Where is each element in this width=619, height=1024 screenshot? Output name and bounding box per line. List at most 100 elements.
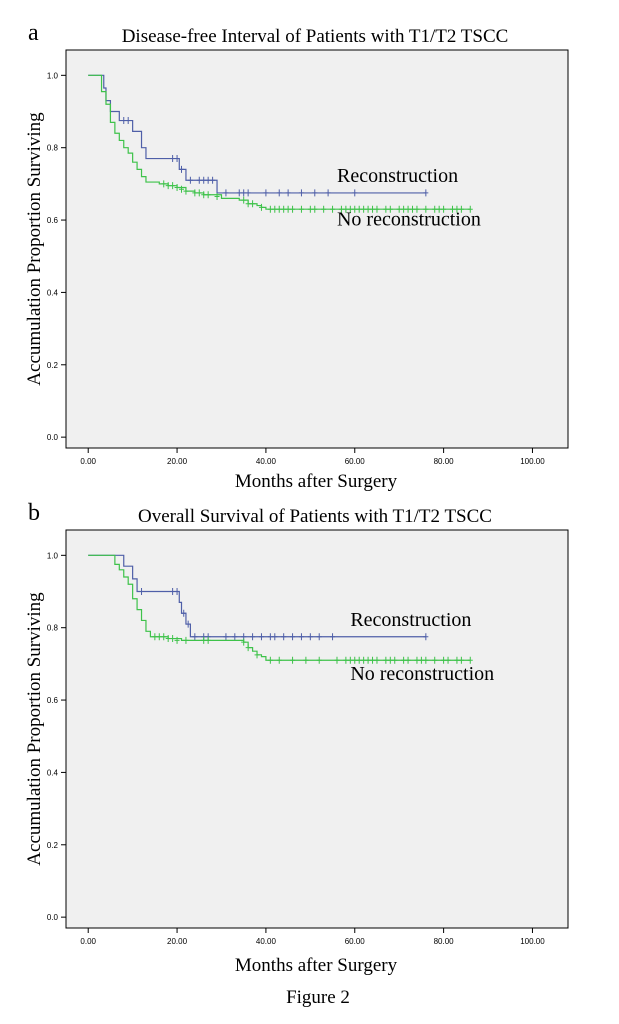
censor-mark-no-reconstruction-a-42: [423, 205, 429, 213]
censor-mark-no-reconstruction-a-15: [267, 205, 273, 213]
censor-mark-no-reconstruction-b-22: [361, 656, 367, 664]
censor-mark-no-reconstruction-b-27: [387, 656, 393, 664]
censor-mark-reconstruction-b-9: [232, 633, 238, 641]
censor-mark-no-reconstruction-b-38: [458, 656, 464, 664]
censor-mark-no-reconstruction-b-28: [392, 656, 398, 664]
censor-mark-no-reconstruction-a-31: [361, 205, 367, 213]
x-tick-label-b-0: 0.00: [80, 937, 96, 946]
x-tick-label-b-4: 80.00: [434, 937, 455, 946]
y-tick-label-b-1: 0.2: [47, 841, 59, 850]
censor-mark-no-reconstruction-b-24: [370, 656, 376, 664]
y-tick-label-b-5: 1.0: [47, 551, 59, 560]
figure-caption: Figure 2: [286, 987, 350, 1008]
censor-mark-reconstruction-a-4: [179, 165, 185, 173]
chart-title-b: Overall Survival of Patients with T1/T2 …: [138, 506, 492, 527]
censor-mark-no-reconstruction-b-23: [365, 656, 371, 664]
censor-mark-no-reconstruction-a-2: [170, 182, 176, 190]
censor-mark-no-reconstruction-b-10: [245, 644, 251, 652]
censor-mark-no-reconstruction-a-25: [330, 205, 336, 213]
censor-mark-reconstruction-b-11: [250, 633, 256, 641]
panel-letter-a: a: [28, 20, 39, 46]
censor-mark-no-reconstruction-a-26: [338, 205, 344, 213]
censor-mark-no-reconstruction-a-7: [196, 189, 202, 197]
censor-mark-no-reconstruction-a-24: [321, 205, 327, 213]
censor-mark-no-reconstruction-b-34: [432, 656, 438, 664]
x-tick-label-a-0: 0.00: [80, 457, 96, 466]
censor-mark-no-reconstruction-a-46: [449, 205, 455, 213]
x-axis-title-b: Months after Surgery: [235, 955, 398, 976]
censor-mark-no-reconstruction-b-14: [290, 656, 296, 664]
series-layer-a: Reconstruction No reconstruction: [88, 74, 481, 230]
censor-mark-no-reconstruction-a-28: [347, 205, 353, 213]
chart-title-a: Disease-free Interval of Patients with T…: [122, 26, 509, 47]
x-tick-label-b-5: 100.00: [520, 937, 545, 946]
censor-mark-no-reconstruction-b-30: [405, 656, 411, 664]
censor-mark-no-reconstruction-b-15: [303, 656, 309, 664]
plot-area-a: [65, 49, 569, 449]
censor-mark-no-reconstruction-a-20: [290, 205, 296, 213]
censor-mark-no-reconstruction-b-26: [383, 656, 389, 664]
x-tick-label-b-1: 20.00: [167, 937, 188, 946]
censor-mark-no-reconstruction-b-12: [267, 656, 273, 664]
censor-mark-reconstruction-b-1: [170, 588, 176, 596]
censor-mark-reconstruction-a-5: [187, 176, 193, 184]
censor-mark-no-reconstruction-b-11: [254, 651, 260, 659]
censor-mark-no-reconstruction-b-16: [316, 656, 322, 664]
censor-mark-no-reconstruction-a-30: [356, 205, 362, 213]
censor-mark-no-reconstruction-b-0: [152, 633, 158, 641]
censor-mark-no-reconstruction-b-5: [174, 636, 180, 644]
censor-mark-no-reconstruction-a-9: [205, 191, 211, 199]
censor-mark-reconstruction-a-10: [223, 189, 229, 197]
censor-mark-reconstruction-b-16: [290, 633, 296, 641]
censor-mark-reconstruction-a-11: [236, 189, 242, 197]
censor-mark-no-reconstruction-a-10: [214, 193, 220, 201]
censor-mark-no-reconstruction-a-44: [436, 205, 442, 213]
y-tick-label-a-2: 0.4: [47, 288, 59, 297]
censor-mark-no-reconstruction-a-6: [192, 189, 198, 197]
censor-mark-reconstruction-b-21: [423, 633, 429, 641]
censor-mark-reconstruction-b-15: [281, 633, 287, 641]
censor-mark-reconstruction-b-3: [181, 609, 187, 617]
y-tick-label-b-0: 0.0: [47, 913, 59, 922]
censor-mark-no-reconstruction-b-8: [205, 636, 211, 644]
censor-mark-no-reconstruction-b-1: [156, 633, 162, 641]
censor-mark-no-reconstruction-b-31: [414, 656, 420, 664]
censor-mark-no-reconstruction-b-4: [170, 635, 176, 643]
censor-mark-no-reconstruction-a-3: [174, 183, 180, 191]
x-tick-label-a-3: 60.00: [345, 457, 366, 466]
censor-mark-reconstruction-b-4: [185, 620, 191, 628]
series-line-no-reconstruction-b: [88, 554, 471, 661]
censor-mark-reconstruction-a-15: [276, 189, 282, 197]
censor-mark-no-reconstruction-a-17: [276, 205, 282, 213]
censor-mark-no-reconstruction-a-27: [343, 205, 349, 213]
censor-mark-reconstruction-a-8: [205, 176, 211, 184]
x-axis-title-a: Months after Surgery: [235, 471, 398, 492]
y-tick-label-b-2: 0.4: [47, 768, 59, 777]
censor-mark-reconstruction-b-20: [330, 633, 336, 641]
censor-mark-no-reconstruction-a-12: [245, 200, 251, 208]
x-tick-label-a-4: 80.00: [434, 457, 455, 466]
censor-mark-reconstruction-a-19: [325, 189, 331, 197]
x-tick-label-a-1: 20.00: [167, 457, 188, 466]
y-tick-label-b-3: 0.6: [47, 696, 59, 705]
y-tick-label-a-0: 0.0: [47, 433, 59, 442]
censor-mark-no-reconstruction-b-18: [343, 656, 349, 664]
x-tick-label-a-5: 100.00: [520, 457, 545, 466]
censor-mark-no-reconstruction-b-29: [401, 656, 407, 664]
censor-mark-no-reconstruction-b-33: [423, 656, 429, 664]
series-layer-b: Reconstruction No reconstruction: [88, 554, 494, 685]
censor-mark-reconstruction-a-16: [285, 189, 291, 197]
censor-mark-no-reconstruction-a-13: [250, 200, 256, 208]
censor-mark-reconstruction-a-1: [125, 117, 131, 125]
censor-mark-no-reconstruction-b-25: [374, 656, 380, 664]
censor-mark-reconstruction-a-9: [210, 176, 216, 184]
censor-mark-no-reconstruction-b-21: [356, 656, 362, 664]
censor-mark-no-reconstruction-a-19: [285, 205, 291, 213]
series-label-no-reconstruction-a: No reconstruction: [337, 208, 481, 230]
censor-mark-reconstruction-a-14: [263, 189, 269, 197]
censor-mark-no-reconstruction-a-11: [241, 196, 247, 204]
censor-mark-no-reconstruction-a-49: [467, 205, 473, 213]
censor-mark-no-reconstruction-b-20: [352, 656, 358, 664]
censor-mark-no-reconstruction-a-29: [352, 205, 358, 213]
censor-mark-reconstruction-a-7: [201, 176, 207, 184]
